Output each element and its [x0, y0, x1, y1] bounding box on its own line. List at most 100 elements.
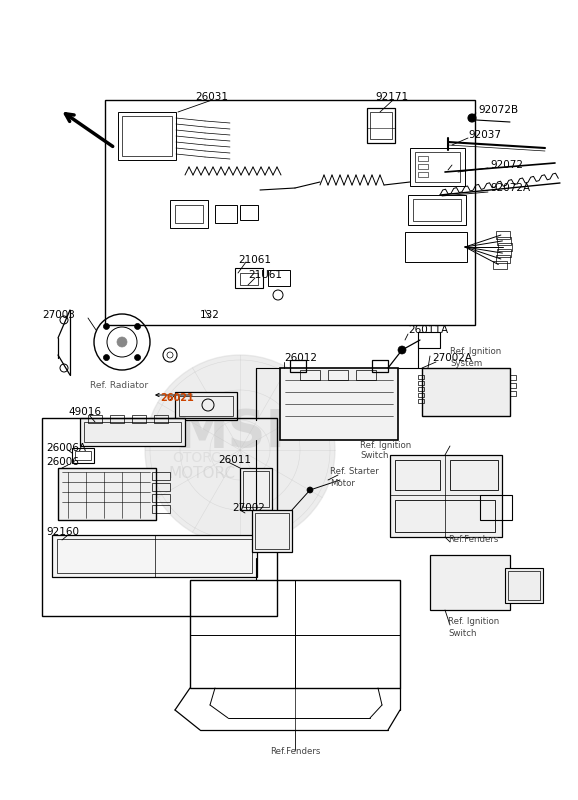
- Bar: [75, 451, 91, 460]
- Bar: [170, 200, 208, 228]
- Text: Ref. Radiator: Ref. Radiator: [90, 381, 148, 390]
- Bar: [255, 513, 289, 549]
- Bar: [418, 387, 424, 391]
- Bar: [408, 195, 466, 225]
- Bar: [154, 415, 168, 423]
- Bar: [110, 415, 124, 423]
- Bar: [58, 468, 156, 520]
- Bar: [496, 255, 510, 263]
- Circle shape: [103, 323, 109, 330]
- Bar: [152, 472, 170, 480]
- Bar: [498, 243, 512, 251]
- Text: Switch: Switch: [448, 629, 476, 638]
- Text: MOTORC: MOTORC: [168, 466, 235, 481]
- Text: Ref. Ignition: Ref. Ignition: [360, 441, 412, 450]
- Bar: [415, 152, 460, 182]
- Text: 27002A: 27002A: [432, 353, 472, 363]
- Text: MSP: MSP: [175, 407, 304, 459]
- Text: 132: 132: [200, 310, 220, 320]
- Bar: [175, 392, 237, 420]
- Text: Ref. Ignition: Ref. Ignition: [450, 347, 501, 357]
- Text: 92072: 92072: [490, 160, 523, 170]
- Bar: [395, 460, 440, 490]
- Circle shape: [135, 323, 140, 330]
- Bar: [235, 268, 263, 288]
- Circle shape: [103, 354, 109, 361]
- Circle shape: [117, 337, 127, 347]
- Bar: [510, 383, 516, 388]
- Bar: [118, 112, 176, 160]
- Text: 21U61: 21U61: [248, 270, 282, 280]
- Text: 26011A: 26011A: [408, 325, 448, 335]
- Circle shape: [398, 346, 406, 354]
- Bar: [280, 368, 398, 440]
- Bar: [395, 500, 495, 532]
- Bar: [480, 495, 512, 520]
- Bar: [240, 468, 272, 510]
- Bar: [418, 156, 428, 161]
- Text: 92037: 92037: [468, 130, 501, 140]
- Bar: [152, 494, 170, 502]
- Bar: [175, 205, 203, 223]
- Text: Ref. Ignition: Ref. Ignition: [448, 618, 499, 626]
- Bar: [370, 112, 392, 139]
- Bar: [243, 471, 269, 507]
- Bar: [413, 199, 461, 221]
- Bar: [418, 332, 440, 348]
- Text: 26031: 26031: [195, 92, 228, 102]
- Bar: [418, 375, 424, 379]
- Bar: [510, 391, 516, 396]
- Circle shape: [307, 487, 313, 493]
- Text: 49016: 49016: [68, 407, 101, 417]
- Bar: [84, 422, 181, 442]
- Bar: [215, 205, 237, 223]
- Bar: [252, 510, 292, 552]
- Bar: [496, 231, 510, 239]
- Bar: [422, 368, 510, 416]
- Bar: [450, 460, 498, 490]
- Text: Motor: Motor: [330, 478, 355, 487]
- Bar: [88, 415, 102, 423]
- Bar: [405, 232, 467, 262]
- Circle shape: [135, 354, 140, 361]
- Text: 92171: 92171: [375, 92, 408, 102]
- Text: 27003: 27003: [42, 310, 75, 320]
- Bar: [498, 249, 512, 257]
- Bar: [105, 100, 475, 325]
- Bar: [505, 568, 543, 603]
- Bar: [430, 555, 510, 610]
- Bar: [498, 237, 512, 245]
- Text: 92160: 92160: [46, 527, 79, 537]
- Bar: [410, 148, 465, 186]
- Bar: [372, 360, 388, 372]
- Text: 27002: 27002: [232, 503, 265, 513]
- Circle shape: [468, 114, 476, 122]
- Bar: [508, 571, 540, 600]
- Text: 26006A: 26006A: [46, 443, 86, 453]
- Text: 92072A: 92072A: [490, 183, 530, 193]
- Bar: [290, 360, 306, 372]
- Bar: [300, 370, 320, 380]
- Bar: [152, 505, 170, 513]
- Bar: [240, 273, 258, 285]
- Text: 26021: 26021: [160, 393, 194, 403]
- Bar: [240, 205, 258, 220]
- Bar: [356, 370, 376, 380]
- Bar: [418, 164, 428, 169]
- Bar: [268, 270, 290, 286]
- Bar: [418, 172, 428, 177]
- Text: 26012: 26012: [284, 353, 317, 363]
- Bar: [390, 455, 502, 537]
- Text: Switch: Switch: [360, 451, 388, 461]
- Text: Ref. Starter: Ref. Starter: [330, 467, 379, 477]
- Bar: [190, 580, 400, 688]
- Bar: [418, 381, 424, 385]
- Bar: [57, 539, 252, 573]
- Bar: [510, 375, 516, 380]
- Bar: [52, 535, 257, 577]
- Bar: [493, 261, 507, 269]
- Text: 21061: 21061: [238, 255, 271, 265]
- Text: Ref.Fenders: Ref.Fenders: [448, 535, 498, 545]
- Bar: [328, 370, 348, 380]
- Bar: [367, 108, 395, 143]
